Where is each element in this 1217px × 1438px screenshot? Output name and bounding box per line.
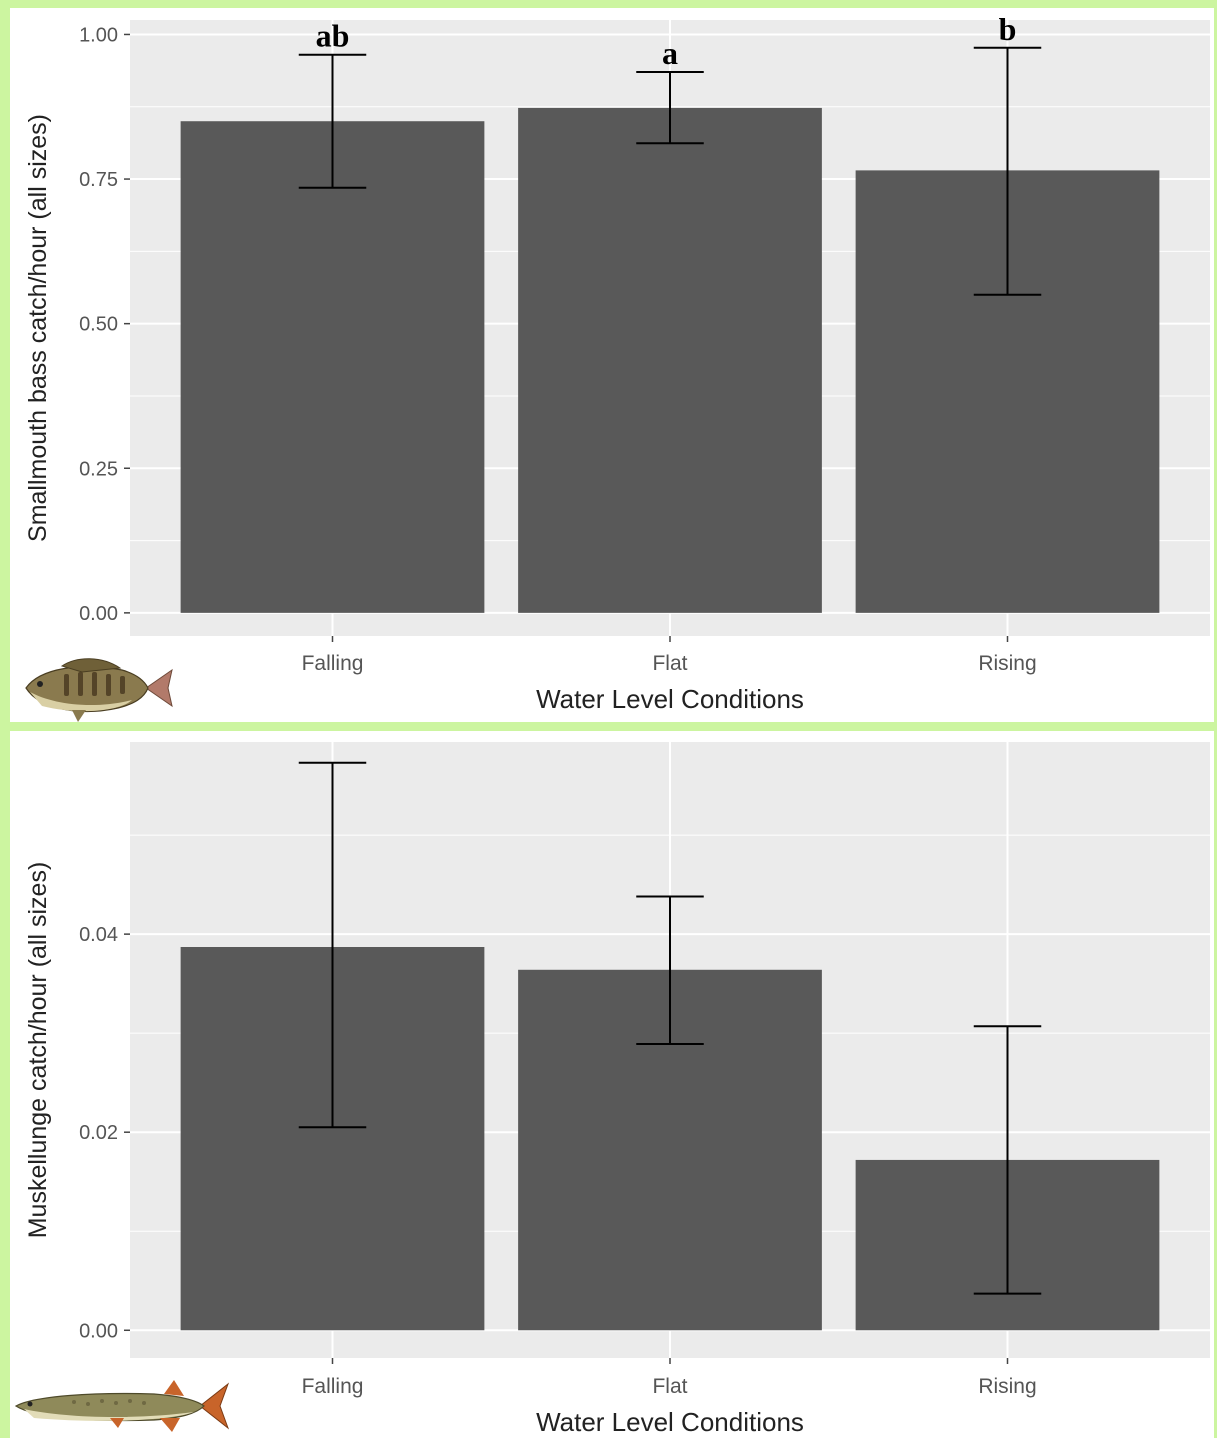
y-tick-label: 0.02: [79, 1122, 118, 1144]
x-tick-label: Falling: [302, 1375, 364, 1398]
y-tick-label: 0.50: [79, 314, 118, 336]
y-tick-label: 0.75: [79, 169, 118, 191]
x-tick-label: Rising: [978, 1375, 1036, 1398]
x-tick-label: Rising: [978, 652, 1036, 675]
y-tick-label: 0.00: [79, 603, 118, 625]
y-tick-label: 0.00: [79, 1320, 118, 1342]
muskellunge-icon: [14, 1380, 230, 1432]
x-tick-label: Falling: [302, 652, 364, 675]
y-tick-label: 1.00: [79, 24, 118, 46]
smallmouth-bass-icon: [25, 658, 173, 722]
y-tick-label: 0.25: [79, 458, 118, 480]
x-axis-title: Water Level Conditions: [536, 684, 804, 714]
significance-letter: ab: [316, 18, 350, 54]
y-axis-title: Smallmouth bass catch/hour (all sizes): [24, 114, 52, 542]
significance-letter: b: [999, 11, 1017, 47]
significance-letter: a: [662, 35, 678, 71]
muskellunge-chart: 0.00 0.02 0.04 Falling Flat Rising Water Level…: [24, 742, 1210, 1437]
y-axis-title: Muskellunge catch/hour (all sizes): [24, 862, 52, 1239]
x-tick-label: Flat: [652, 652, 687, 675]
y-tick-label: 0.04: [79, 924, 118, 946]
bar-falling: [180, 121, 485, 613]
bar-flat: [518, 107, 822, 613]
x-axis-title: Water Level Conditions: [536, 1407, 804, 1437]
x-tick-label: Flat: [652, 1375, 687, 1398]
